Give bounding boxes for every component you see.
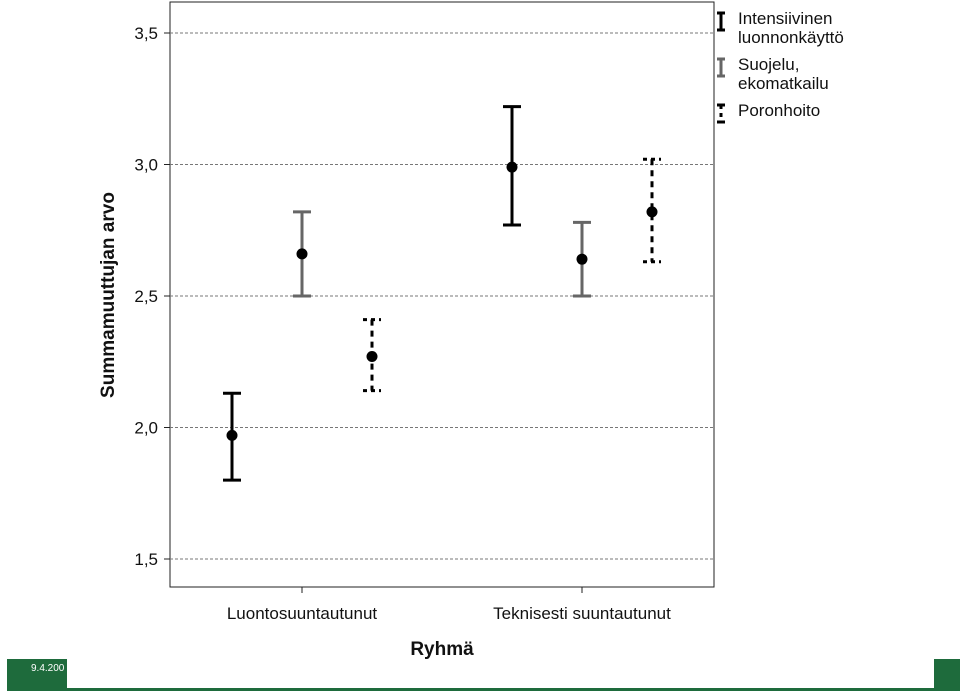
mean-point [366, 350, 378, 362]
x-axis-ticks: Luontosuuntautunut Teknisesti suuntautunu… [227, 587, 671, 623]
error-bar [293, 210, 311, 298]
x-axis-title: Ryhmä [410, 639, 474, 660]
legend-item: Suojelu,ekomatkailu [717, 55, 829, 93]
x-tick-label: Teknisesti suuntautunut [493, 604, 671, 623]
legend-label: luonnonkäyttö [738, 28, 844, 47]
error-bar [223, 391, 241, 482]
y-tick-label: 3,0 [134, 156, 158, 175]
mean-point [226, 429, 238, 441]
y-axis-title: Summamuuttujan arvo [98, 192, 119, 398]
y-tick-label: 2,5 [134, 287, 158, 306]
legend-label: Intensiivinen [738, 9, 833, 28]
y-tick-label: 3,5 [134, 24, 158, 43]
footer-date: 9.4.200 [31, 663, 65, 674]
legend-label: Suojelu, [738, 55, 799, 74]
footer-right-block [934, 659, 960, 691]
mean-point [576, 253, 588, 265]
y-tick-label: 2,0 [134, 419, 158, 438]
error-bars [223, 105, 661, 482]
error-bar [503, 105, 521, 227]
chart: 1,5 2,0 2,5 3,0 3,5 Luontosuuntautunut Teknis… [98, 1, 844, 660]
mean-point [506, 161, 518, 173]
footer-left-block [7, 659, 67, 691]
y-tick-label: 1,5 [134, 550, 158, 569]
mean-point [296, 248, 308, 260]
legend-item: Poronhoito [717, 101, 820, 124]
x-tick-label: Luontosuuntautunut [227, 604, 378, 623]
error-bar [573, 220, 591, 298]
legend-label: Poronhoito [738, 101, 820, 120]
legend-label: ekomatkailu [738, 74, 829, 93]
plot-frame [169, 1, 715, 588]
error-bar [363, 318, 381, 393]
mean-point [646, 206, 658, 218]
error-bar [643, 157, 661, 264]
footer-line [67, 688, 934, 691]
grid [170, 32, 714, 560]
y-axis-ticks: 1,5 2,0 2,5 3,0 3,5 [134, 24, 170, 569]
